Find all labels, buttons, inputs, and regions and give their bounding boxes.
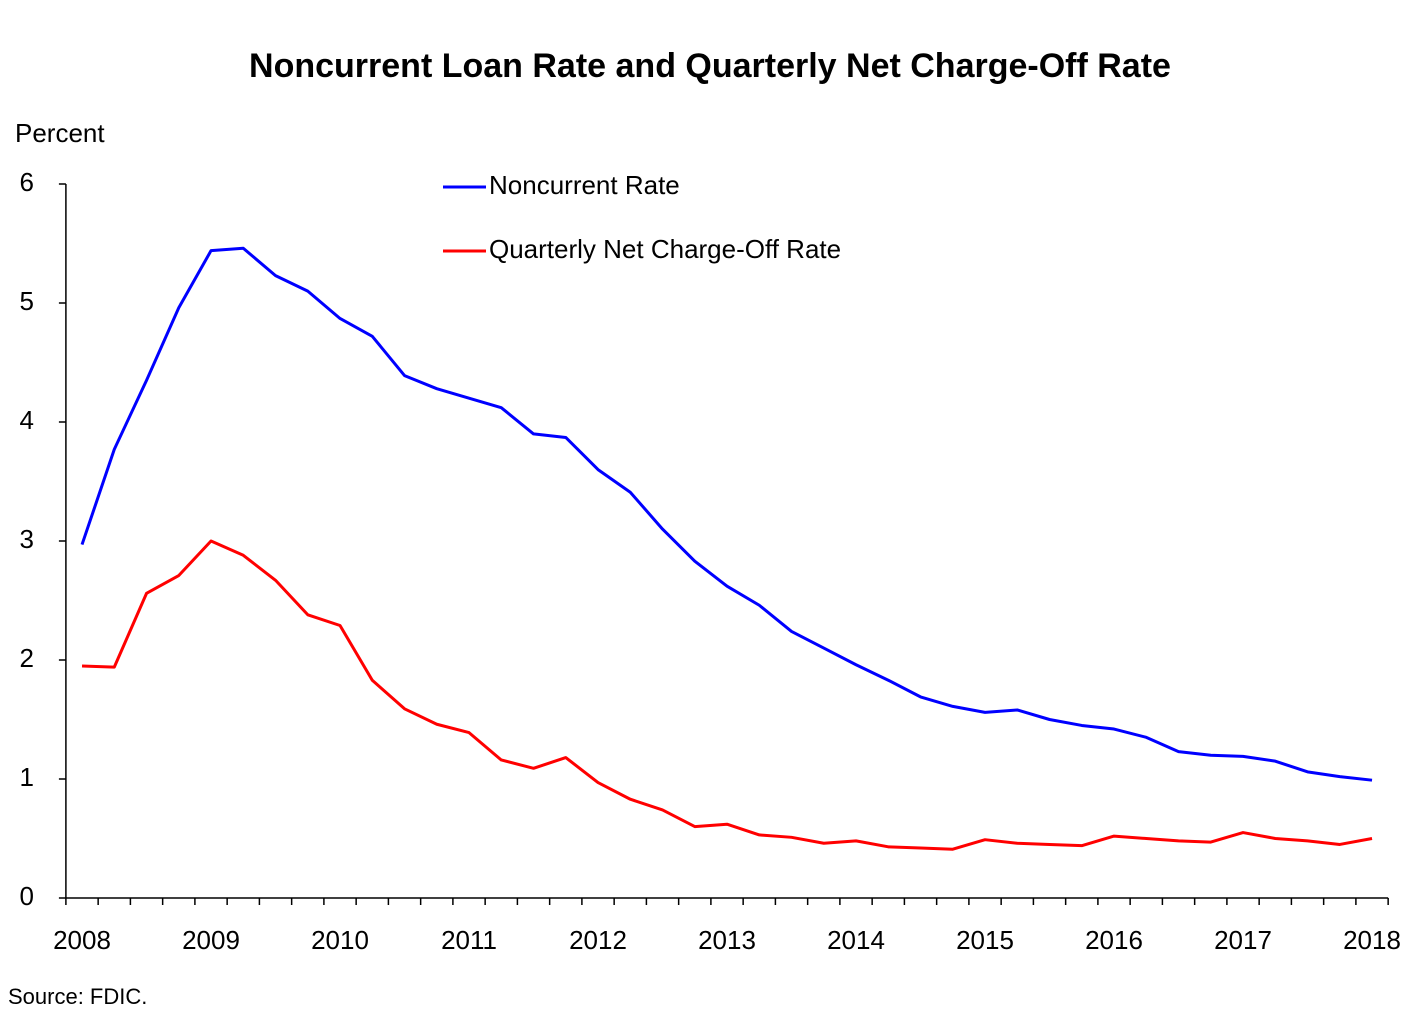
y-tick-label: 4 <box>20 405 34 435</box>
x-tick-label: 2014 <box>827 925 885 955</box>
x-tick-label: 2008 <box>53 925 111 955</box>
y-tick-label: 6 <box>20 167 34 197</box>
x-tick-label: 2017 <box>1214 925 1272 955</box>
series-line <box>80 246 1373 782</box>
legend-label: Quarterly Net Charge-Off Rate <box>489 234 841 264</box>
source-note: Source: FDIC. <box>8 984 147 1009</box>
x-tick-label: 2018 <box>1343 925 1401 955</box>
y-tick-label: 1 <box>20 762 34 792</box>
x-tick-label: 2010 <box>311 925 369 955</box>
x-tick-label: 2015 <box>956 925 1014 955</box>
chart-title: Noncurrent Loan Rate and Quarterly Net C… <box>249 47 1171 85</box>
x-tick-label: 2011 <box>441 925 497 955</box>
y-tick-label: 2 <box>20 643 34 673</box>
x-tick-label: 2009 <box>182 925 240 955</box>
series-line <box>81 539 1373 851</box>
y-tick-label: 3 <box>20 524 34 554</box>
legend-label: Noncurrent Rate <box>489 170 680 200</box>
x-tick-label: 2016 <box>1085 925 1143 955</box>
y-axis-label: Percent <box>15 118 105 148</box>
x-tick-label: 2013 <box>698 925 756 955</box>
y-tick-label: 0 <box>20 881 34 911</box>
x-tick-label: 2012 <box>569 925 627 955</box>
y-tick-label: 5 <box>20 286 34 316</box>
